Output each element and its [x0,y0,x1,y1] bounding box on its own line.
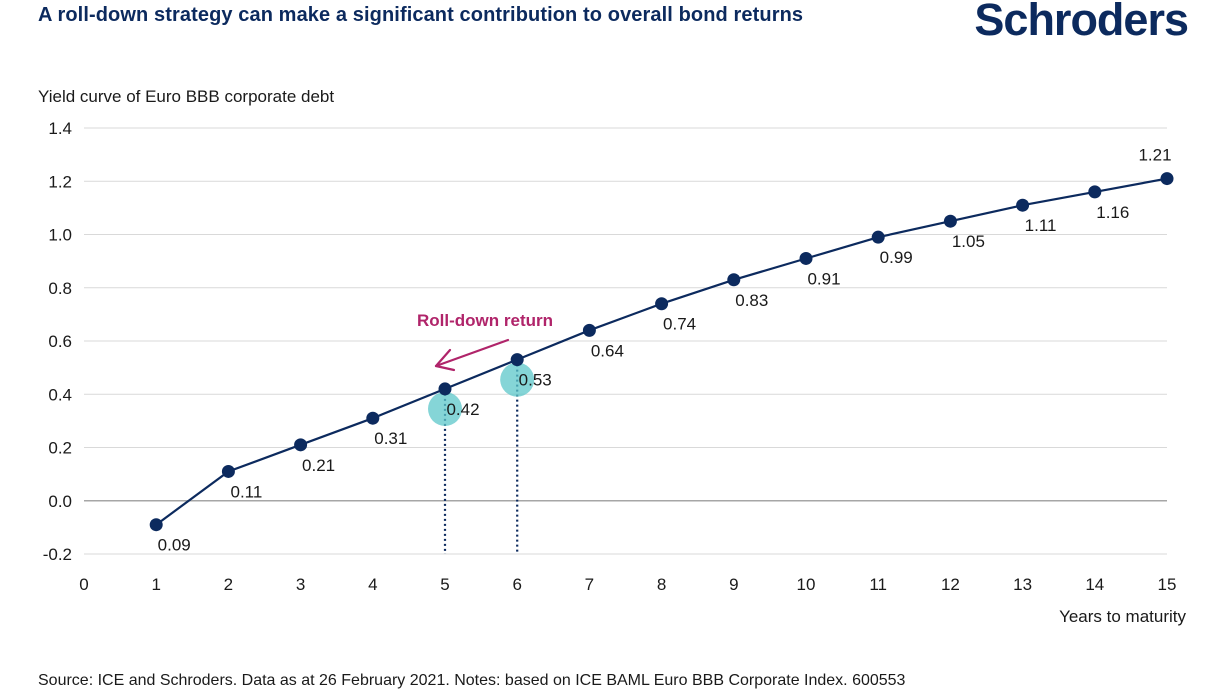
data-label: 1.16 [1096,203,1129,222]
highlight-circle [428,391,462,426]
y-tick-label: 0.2 [48,439,72,458]
data-point [582,323,596,337]
y-tick-label: 0.4 [48,385,72,404]
x-tick-label: 8 [657,575,666,594]
data-label: 0.83 [735,291,768,310]
data-label: 0.53 [519,371,552,390]
data-label: 0.42 [446,400,479,419]
data-point [366,411,380,425]
data-point [799,251,813,265]
x-tick-label: 3 [296,575,305,594]
x-tick-label: 15 [1158,575,1177,594]
highlight-circle [500,362,535,397]
data-point [655,297,669,311]
x-tick-label: 5 [440,575,449,594]
data-label: 0.31 [374,429,407,448]
data-label: 0.99 [880,248,913,267]
data-point [1016,198,1030,212]
data-label: 1.21 [1138,146,1171,165]
x-axis-ticks: 0 1 2 3 4 5 6 7 8 9 10 11 12 13 14 15 [79,575,1176,594]
highlight-circles [428,362,535,426]
brand-logo: Schroders [974,0,1189,45]
y-tick-label: 1.4 [48,119,72,138]
x-tick-label: 7 [585,575,594,594]
data-point [1088,185,1102,199]
y-tick-label: -0.2 [43,545,72,564]
x-tick-label: 2 [224,575,233,594]
data-points [149,172,1174,532]
x-tick-label: 13 [1013,575,1032,594]
data-point [510,353,524,367]
annotation-arrow-shaft [434,338,510,368]
data-labels: 0.09 0.11 0.21 0.31 0.42 0.53 0.64 0.74 0.83 0.91… [158,146,1172,555]
data-label: 0.11 [230,482,262,501]
x-tick-label: 10 [797,575,816,594]
y-axis-ticks: -0.2 0.0 0.2 0.4 0.6 0.8 1.0 1.2 1.4 [43,119,72,564]
annotation-label: Roll-down return [417,311,553,330]
x-axis-label: Years to maturity [1059,607,1186,626]
data-label: 0.64 [591,341,624,360]
x-tick-label: 0 [79,575,88,594]
data-point [1160,172,1174,186]
x-tick-label: 1 [151,575,160,594]
data-point [871,230,885,244]
data-label: 0.21 [302,456,335,475]
data-label: 1.11 [1025,216,1057,235]
x-tick-label: 12 [941,575,960,594]
data-point [727,273,741,287]
chart-subtitle: Yield curve of Euro BBB corporate debt [38,87,335,106]
x-tick-label: 14 [1085,575,1104,594]
data-label: 1.05 [952,232,985,251]
maturity-drop-lines [443,359,519,554]
x-tick-label: 9 [729,575,738,594]
x-tick-label: 11 [869,575,887,594]
data-point [294,438,308,452]
roll-down-annotation: Roll-down return [417,311,553,372]
y-tick-label: 1.2 [48,172,72,191]
x-tick-label: 6 [512,575,521,594]
data-label: 0.91 [807,269,840,288]
data-point [438,382,452,396]
data-label: 0.74 [663,315,696,334]
source-note: Source: ICE and Schroders. Data as at 26… [38,672,906,689]
data-label: 0.09 [158,536,191,555]
grid-lines [84,127,1167,555]
data-point [149,518,163,532]
data-point [221,464,235,478]
y-tick-label: 0.6 [48,332,72,351]
chart-title: A roll-down strategy can make a signific… [38,4,804,26]
y-tick-label: 0.8 [48,279,72,298]
annotation-arrow-head [434,348,456,372]
y-tick-label: 1.0 [48,226,72,245]
data-point [943,214,957,228]
y-tick-label: 0.0 [48,492,72,511]
x-tick-label: 4 [368,575,377,594]
